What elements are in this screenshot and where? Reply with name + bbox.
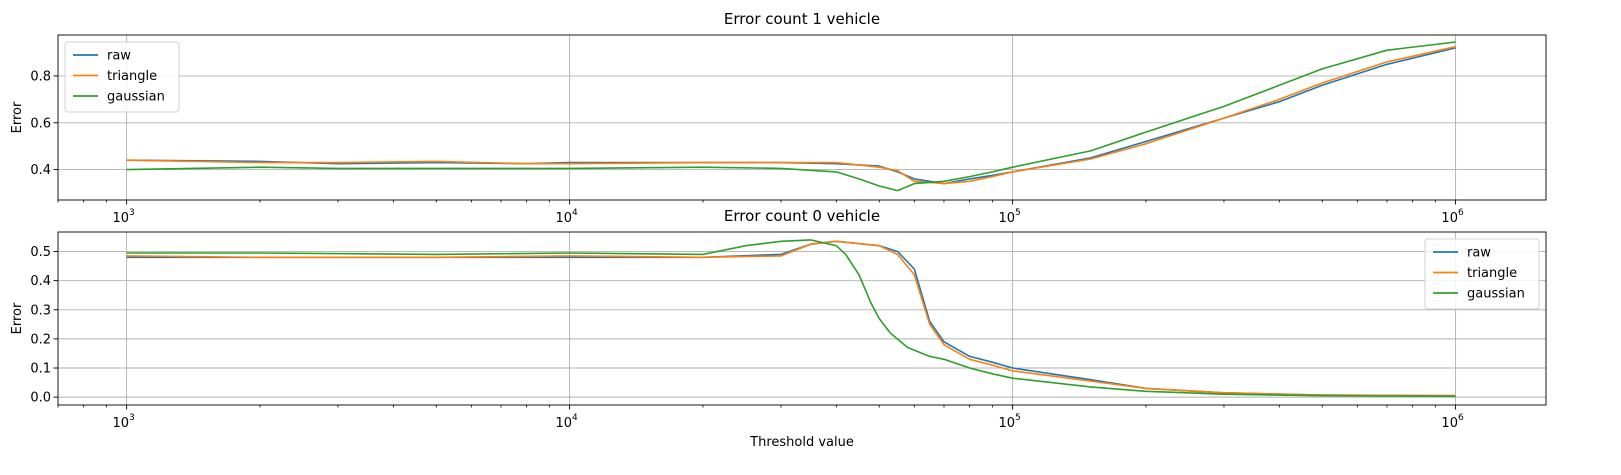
y-tick-label: 0.5 (30, 245, 51, 260)
y-tick-label: 0.6 (30, 116, 51, 131)
y-tick-label: 0.3 (30, 303, 51, 318)
legend-label-gaussian: gaussian (1467, 287, 1525, 302)
series-line-triangle (126, 45, 1456, 185)
x-tick-label: 105 (998, 208, 1020, 226)
y-tick-label: 0.4 (30, 163, 51, 178)
legend: raw triangle gaussian (64, 41, 180, 113)
chart-title: Error count 0 vehicle (724, 207, 880, 225)
y-tick-label: 0.1 (30, 362, 51, 377)
x-tick-label: 105 (998, 413, 1020, 431)
chart-panel-1: 103 104 105 106 0.0 0.1 0.2 0.3 0.4 0.5 Error coun… (10, 207, 1547, 450)
legend-label-triangle: triangle (1467, 266, 1517, 281)
series-line-gaussian (126, 41, 1456, 192)
series-line-triangle (126, 240, 1456, 397)
series-line-raw (126, 240, 1456, 397)
axes-frame (57, 34, 1547, 201)
legend-box (1424, 238, 1540, 310)
y-axis-label: Error (10, 302, 25, 334)
x-tick-label: 106 (1441, 208, 1464, 226)
x-tick-label: 103 (112, 208, 134, 226)
x-tick-label: 104 (555, 413, 578, 431)
legend: raw triangle gaussian (1424, 238, 1540, 310)
chart-panel-0: 103 104 105 106 0.4 0.6 0.8 Error count 1 vehic… (10, 10, 1547, 226)
x-axis-label: Threshold value (749, 435, 854, 450)
y-axis-label: Error (10, 101, 25, 133)
legend-label-raw: raw (1467, 246, 1491, 261)
y-tick-label: 0.8 (30, 69, 51, 84)
series-line-gaussian (126, 239, 1456, 398)
axes-frame (57, 231, 1547, 406)
x-tick-label: 106 (1441, 413, 1464, 431)
y-tick-label: 0.2 (30, 332, 51, 347)
legend-label-raw: raw (107, 49, 131, 64)
legend-label-triangle: triangle (107, 69, 157, 84)
y-tick-label: 0.0 (30, 391, 51, 406)
y-tick-label: 0.4 (30, 274, 51, 289)
x-tick-label: 104 (555, 208, 578, 226)
legend-label-gaussian: gaussian (107, 90, 165, 105)
legend-box (64, 41, 180, 113)
chart-title: Error count 1 vehicle (724, 10, 880, 28)
x-tick-label: 103 (112, 413, 134, 431)
